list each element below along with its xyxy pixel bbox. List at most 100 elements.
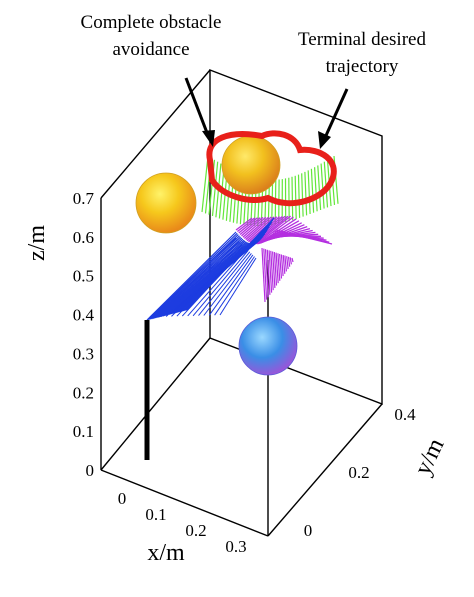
annotation-obstacle-line2: avoidance — [112, 39, 189, 60]
end-sweep-line — [314, 167, 318, 212]
x-axis-ticks: 0 0.1 0.2 0.3 — [118, 489, 247, 556]
link1-sweep-line — [208, 254, 254, 316]
z-tick-label: 0.6 — [73, 228, 94, 247]
end-sweep-line — [323, 161, 329, 208]
link2-sweep-line — [289, 257, 292, 265]
link2-sweep-line — [270, 250, 274, 291]
end-sweep-line — [320, 163, 325, 209]
link1-sweep-line — [171, 243, 243, 317]
box-edge-bottom-left — [100, 337, 211, 471]
link2-sweep-line — [279, 253, 283, 279]
annotation-obstacle-line1: Complete obstacle — [81, 12, 222, 33]
y-tick-label: 0 — [304, 521, 313, 540]
z-tick-label: 0 — [86, 461, 95, 480]
end-sweep-line — [307, 170, 311, 215]
link1-sweep-line — [198, 251, 251, 316]
link1-sweep-line — [161, 242, 251, 317]
axes-box — [100, 68, 383, 537]
link1-sweep-line — [181, 246, 246, 317]
arrowhead-terminal-trajectory — [318, 131, 331, 149]
link2-sweep-line — [264, 249, 269, 298]
link2-sweep-line — [241, 216, 264, 237]
z-tick-label: 0.4 — [73, 306, 95, 325]
end-sweep-line — [291, 176, 294, 221]
link2-sweep-line — [256, 216, 294, 245]
link2-sweep-line — [242, 216, 267, 238]
link1-sweep-line — [155, 239, 238, 318]
z-tick-label: 0.5 — [73, 267, 94, 286]
link2-sweep-line — [284, 255, 287, 272]
link2-sweep-line — [261, 247, 266, 303]
link2-sweep-line — [246, 216, 275, 242]
end-sweep-line — [211, 161, 219, 217]
link2-sweep-line — [243, 216, 270, 239]
x-tick-label: 0.1 — [145, 505, 166, 524]
link2-sweep-line — [236, 217, 256, 233]
obstacle-sphere-top — [221, 135, 281, 195]
end-sweep-line — [304, 171, 308, 216]
link2-sweep-line — [287, 256, 291, 267]
link2-sweep-line — [239, 217, 261, 235]
annotation-arrows — [184, 77, 349, 149]
link2-sweep-line — [272, 251, 276, 288]
link2-sweep-line — [273, 252, 278, 286]
link2-sweep-line — [245, 216, 272, 241]
annotation-terminal-line1: Terminal desired — [298, 29, 426, 50]
z-tick-label: 0.1 — [73, 422, 94, 441]
link1-sweep-line — [156, 240, 246, 319]
link2-sweep-line — [286, 256, 289, 270]
x-tick-label: 0 — [118, 489, 127, 508]
box-edge-bottom-front — [100, 469, 269, 537]
end-sweep-line — [297, 174, 301, 218]
link2-sweep-line — [266, 249, 271, 295]
obstacle-sphere-bottom — [238, 316, 298, 376]
link1-sweep-line — [160, 240, 240, 318]
link1-sweep-line — [214, 256, 255, 316]
annotation-terminal-line2: trajectory — [326, 56, 399, 77]
z-axis-ticks: 0 0.1 0.2 0.3 0.4 0.5 0.6 0.7 — [73, 189, 95, 480]
link2-sweep-line — [254, 215, 292, 245]
link1-sweep-line — [219, 257, 257, 316]
arrow-terminal-trajectory — [322, 88, 349, 141]
x-axis-label: x/m — [147, 540, 185, 566]
z-tick-label: 0.7 — [73, 189, 95, 208]
link1-sweep-line — [150, 235, 240, 320]
y-tick-label: 0.4 — [394, 405, 416, 424]
end-sweep-line — [317, 165, 322, 211]
link1-sweep-line — [146, 231, 237, 321]
end-sweep-line — [310, 168, 315, 213]
link1-sweep-line — [192, 249, 249, 317]
link1-sweep-line — [203, 253, 252, 316]
link1-sweep-line — [149, 237, 237, 318]
x-tick-label: 0.2 — [185, 521, 206, 540]
link2-sweep-line — [275, 229, 333, 245]
link1-sweep-line — [187, 248, 248, 317]
link1-sweep-line — [159, 242, 250, 318]
link2-sweep-line — [277, 253, 281, 281]
z-tick-label: 0.2 — [73, 383, 94, 402]
y-tick-label: 0.2 — [348, 463, 369, 482]
box-edge-bottom-right — [267, 403, 383, 537]
end-sweep-line — [294, 175, 297, 220]
end-sweep-line — [301, 173, 304, 217]
end-sweep-line — [201, 155, 209, 213]
y-axis-ticks: 0 0.2 0.4 — [304, 405, 416, 540]
link2-sweep-line — [282, 255, 286, 274]
z-axis-label: z/m — [24, 225, 50, 261]
y-axis-label: y/m — [410, 434, 450, 479]
x-tick-label: 0.3 — [225, 537, 246, 556]
link1-sweep-line — [176, 245, 245, 317]
link1-sweep — [146, 217, 275, 321]
link1-sweep-line — [153, 238, 244, 319]
link2-sweep-line — [291, 257, 294, 263]
link2-sweep-line — [263, 248, 268, 300]
link2-sweep-line — [268, 250, 273, 293]
arrow-obstacle-avoidance — [184, 77, 211, 139]
link2-sweep-line — [238, 217, 258, 234]
link1-sweep-line — [165, 242, 241, 317]
terminal-desired-trajectory — [206, 130, 337, 207]
link2-sweep-line — [280, 254, 284, 277]
arrowhead-obstacle-avoidance — [202, 130, 215, 147]
